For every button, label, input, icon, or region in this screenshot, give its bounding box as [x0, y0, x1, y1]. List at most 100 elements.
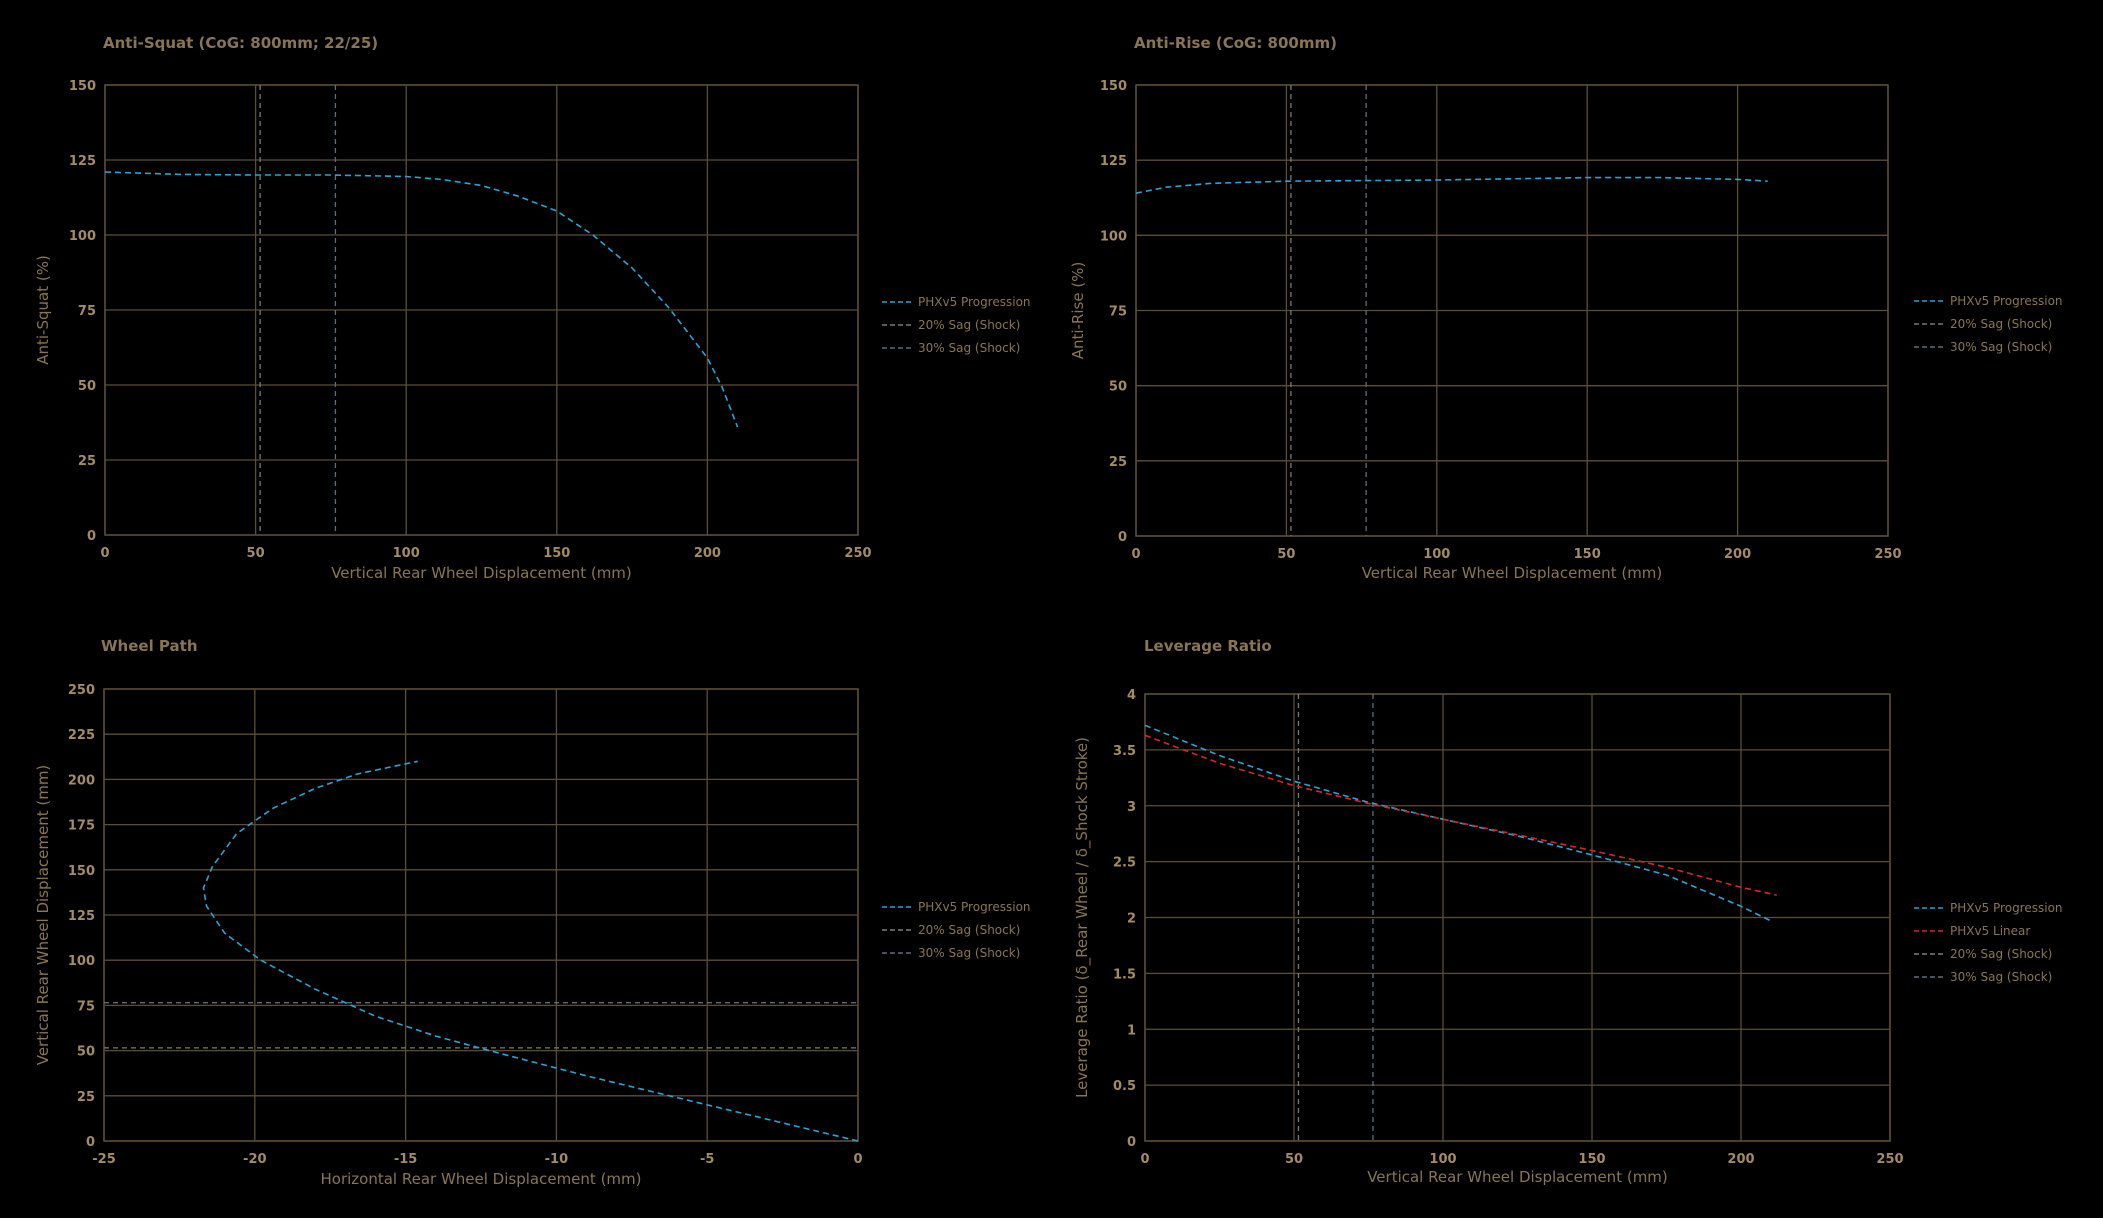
x-tick-label: 150 — [543, 546, 570, 561]
legend-label: PHXv5 Progression — [918, 900, 1031, 914]
y-tick-label: 50 — [78, 379, 96, 394]
x-tick-label: 200 — [1724, 547, 1751, 562]
x-tick-label: -5 — [700, 1152, 714, 1167]
y-axis-label: Vertical Rear Wheel Displacement (mm) — [34, 765, 52, 1066]
chart-title: Leverage Ratio — [1144, 637, 1272, 655]
y-axis-label: Anti-Rise (%) — [1069, 262, 1087, 360]
y-tick-label: 225 — [68, 728, 95, 743]
chart-title: Anti-Rise (CoG: 800mm) — [1134, 34, 1337, 52]
anti-squat-chart: Anti-Squat (CoG: 800mm; 22/25) 0 50 100 150… — [0, 0, 1050, 600]
y-tick-label: 3.5 — [1113, 744, 1136, 759]
y-tick-label: 125 — [1100, 154, 1127, 169]
plot-frame — [104, 84, 859, 536]
y-tick-label: 2 — [1127, 912, 1136, 927]
legend-label: 30% Sag (Shock) — [1950, 970, 2052, 984]
legend-label: PHXv5 Progression — [918, 295, 1031, 309]
legend-label: 30% Sag (Shock) — [918, 946, 1020, 960]
y-tick-label: 150 — [69, 79, 96, 94]
x-axis-label: Vertical Rear Wheel Displacement (mm) — [331, 564, 632, 582]
y-tick-label: 4 — [1127, 688, 1136, 703]
chart-title: Anti-Squat (CoG: 800mm; 22/25) — [103, 34, 379, 52]
x-tick-label: 0 — [100, 546, 109, 561]
series-line-phxv5-progression — [1144, 724, 1772, 922]
series-line-phxv5-progression — [202, 760, 859, 1142]
x-tick-label: 100 — [1423, 547, 1450, 562]
x-tick-label: 200 — [694, 546, 721, 561]
y-tick-label: 150 — [1100, 79, 1127, 94]
legend-label: PHXv5 Linear — [1950, 924, 2030, 938]
y-tick-label: 100 — [68, 954, 95, 969]
y-axis-label: Anti-Squat (%) — [34, 255, 52, 365]
x-tick-label: 200 — [1727, 1152, 1754, 1167]
y-tick-label: 1 — [1127, 1023, 1136, 1038]
x-tick-label: 50 — [1285, 1152, 1303, 1167]
series-line-phxv5-progression — [1135, 176, 1768, 194]
x-tick-label: -20 — [243, 1152, 267, 1167]
y-tick-label: 0 — [1118, 530, 1127, 545]
x-tick-label: 0 — [1140, 1152, 1149, 1167]
legend: PHXv5 Progression 20% Sag (Shock) 30% Sag … — [882, 295, 1031, 355]
x-tick-label: -10 — [545, 1152, 569, 1167]
legend-label: 30% Sag (Shock) — [1950, 340, 2052, 354]
y-tick-label: 100 — [1100, 229, 1127, 244]
x-tick-label: 50 — [247, 546, 265, 561]
anti-rise-chart: Anti-Rise (CoG: 800mm) 0 50 100 150 200 250 0 2… — [0, 0, 2103, 600]
y-tick-label: 125 — [69, 154, 96, 169]
y-tick-label: 150 — [68, 864, 95, 879]
x-tick-label: -15 — [394, 1152, 418, 1167]
plot-frame — [1135, 84, 1889, 537]
legend-label: 20% Sag (Shock) — [1950, 317, 2052, 331]
x-tick-label: 0 — [1131, 547, 1140, 562]
y-tick-label: 25 — [78, 454, 96, 469]
y-tick-label: 25 — [1109, 455, 1127, 470]
legend-label: 20% Sag (Shock) — [1950, 947, 2052, 961]
x-tick-label: 100 — [1429, 1152, 1456, 1167]
chart-title: Wheel Path — [101, 637, 198, 655]
legend-label: 20% Sag (Shock) — [918, 923, 1020, 937]
legend-label: PHXv5 Progression — [1950, 294, 2063, 308]
y-tick-label: 2.5 — [1113, 856, 1136, 871]
legend-label: 30% Sag (Shock) — [918, 341, 1020, 355]
x-axis-label: Vertical Rear Wheel Displacement (mm) — [1367, 1168, 1668, 1186]
y-tick-label: 0.5 — [1113, 1079, 1136, 1094]
series-line-phxv5-progression — [104, 171, 739, 428]
y-tick-label: 75 — [77, 999, 95, 1014]
x-tick-label: 250 — [844, 546, 871, 561]
y-tick-label: 75 — [1109, 305, 1127, 320]
y-tick-label: 0 — [1127, 1135, 1136, 1150]
x-tick-label: 250 — [1874, 547, 1901, 562]
y-tick-label: 25 — [77, 1090, 95, 1105]
y-axis-label: Leverage Ratio (δ_Rear Wheel / δ_Shock S… — [1073, 737, 1092, 1098]
y-tick-label: 175 — [68, 819, 95, 834]
wheel-path-chart: Wheel Path -25 -20 -15 -10 -5 0 0 25 50 75 100 125 1… — [0, 0, 1050, 1218]
grid — [1144, 693, 1891, 1142]
legend-label: PHXv5 Progression — [1950, 901, 2063, 915]
series-line-phxv5-linear — [1144, 734, 1777, 896]
x-axis-label: Vertical Rear Wheel Displacement (mm) — [1362, 564, 1663, 582]
x-tick-label: 0 — [853, 1152, 862, 1167]
legend: PHXv5 Progression 20% Sag (Shock) 30% Sag … — [882, 900, 1031, 960]
legend: PHXv5 Progression PHXv5 Linear 20% Sag (Sh… — [1914, 901, 2063, 984]
y-tick-label: 3 — [1127, 800, 1136, 815]
plot-frame — [103, 688, 859, 1142]
legend-label: 20% Sag (Shock) — [918, 318, 1020, 332]
y-tick-label: 1.5 — [1113, 967, 1136, 982]
plot-frame — [1144, 693, 1891, 1142]
y-tick-label: 125 — [68, 909, 95, 924]
y-tick-label: 0 — [87, 529, 96, 544]
y-tick-label: 200 — [68, 773, 95, 788]
x-tick-label: -25 — [92, 1152, 116, 1167]
x-tick-label: 50 — [1277, 547, 1295, 562]
y-tick-label: 50 — [77, 1045, 95, 1060]
x-tick-label: 250 — [1876, 1152, 1903, 1167]
y-tick-label: 100 — [69, 229, 96, 244]
y-tick-label: 75 — [78, 304, 96, 319]
x-tick-label: 150 — [1578, 1152, 1605, 1167]
legend: PHXv5 Progression 20% Sag (Shock) 30% Sag … — [1914, 294, 2063, 354]
y-tick-label: 250 — [68, 683, 95, 698]
